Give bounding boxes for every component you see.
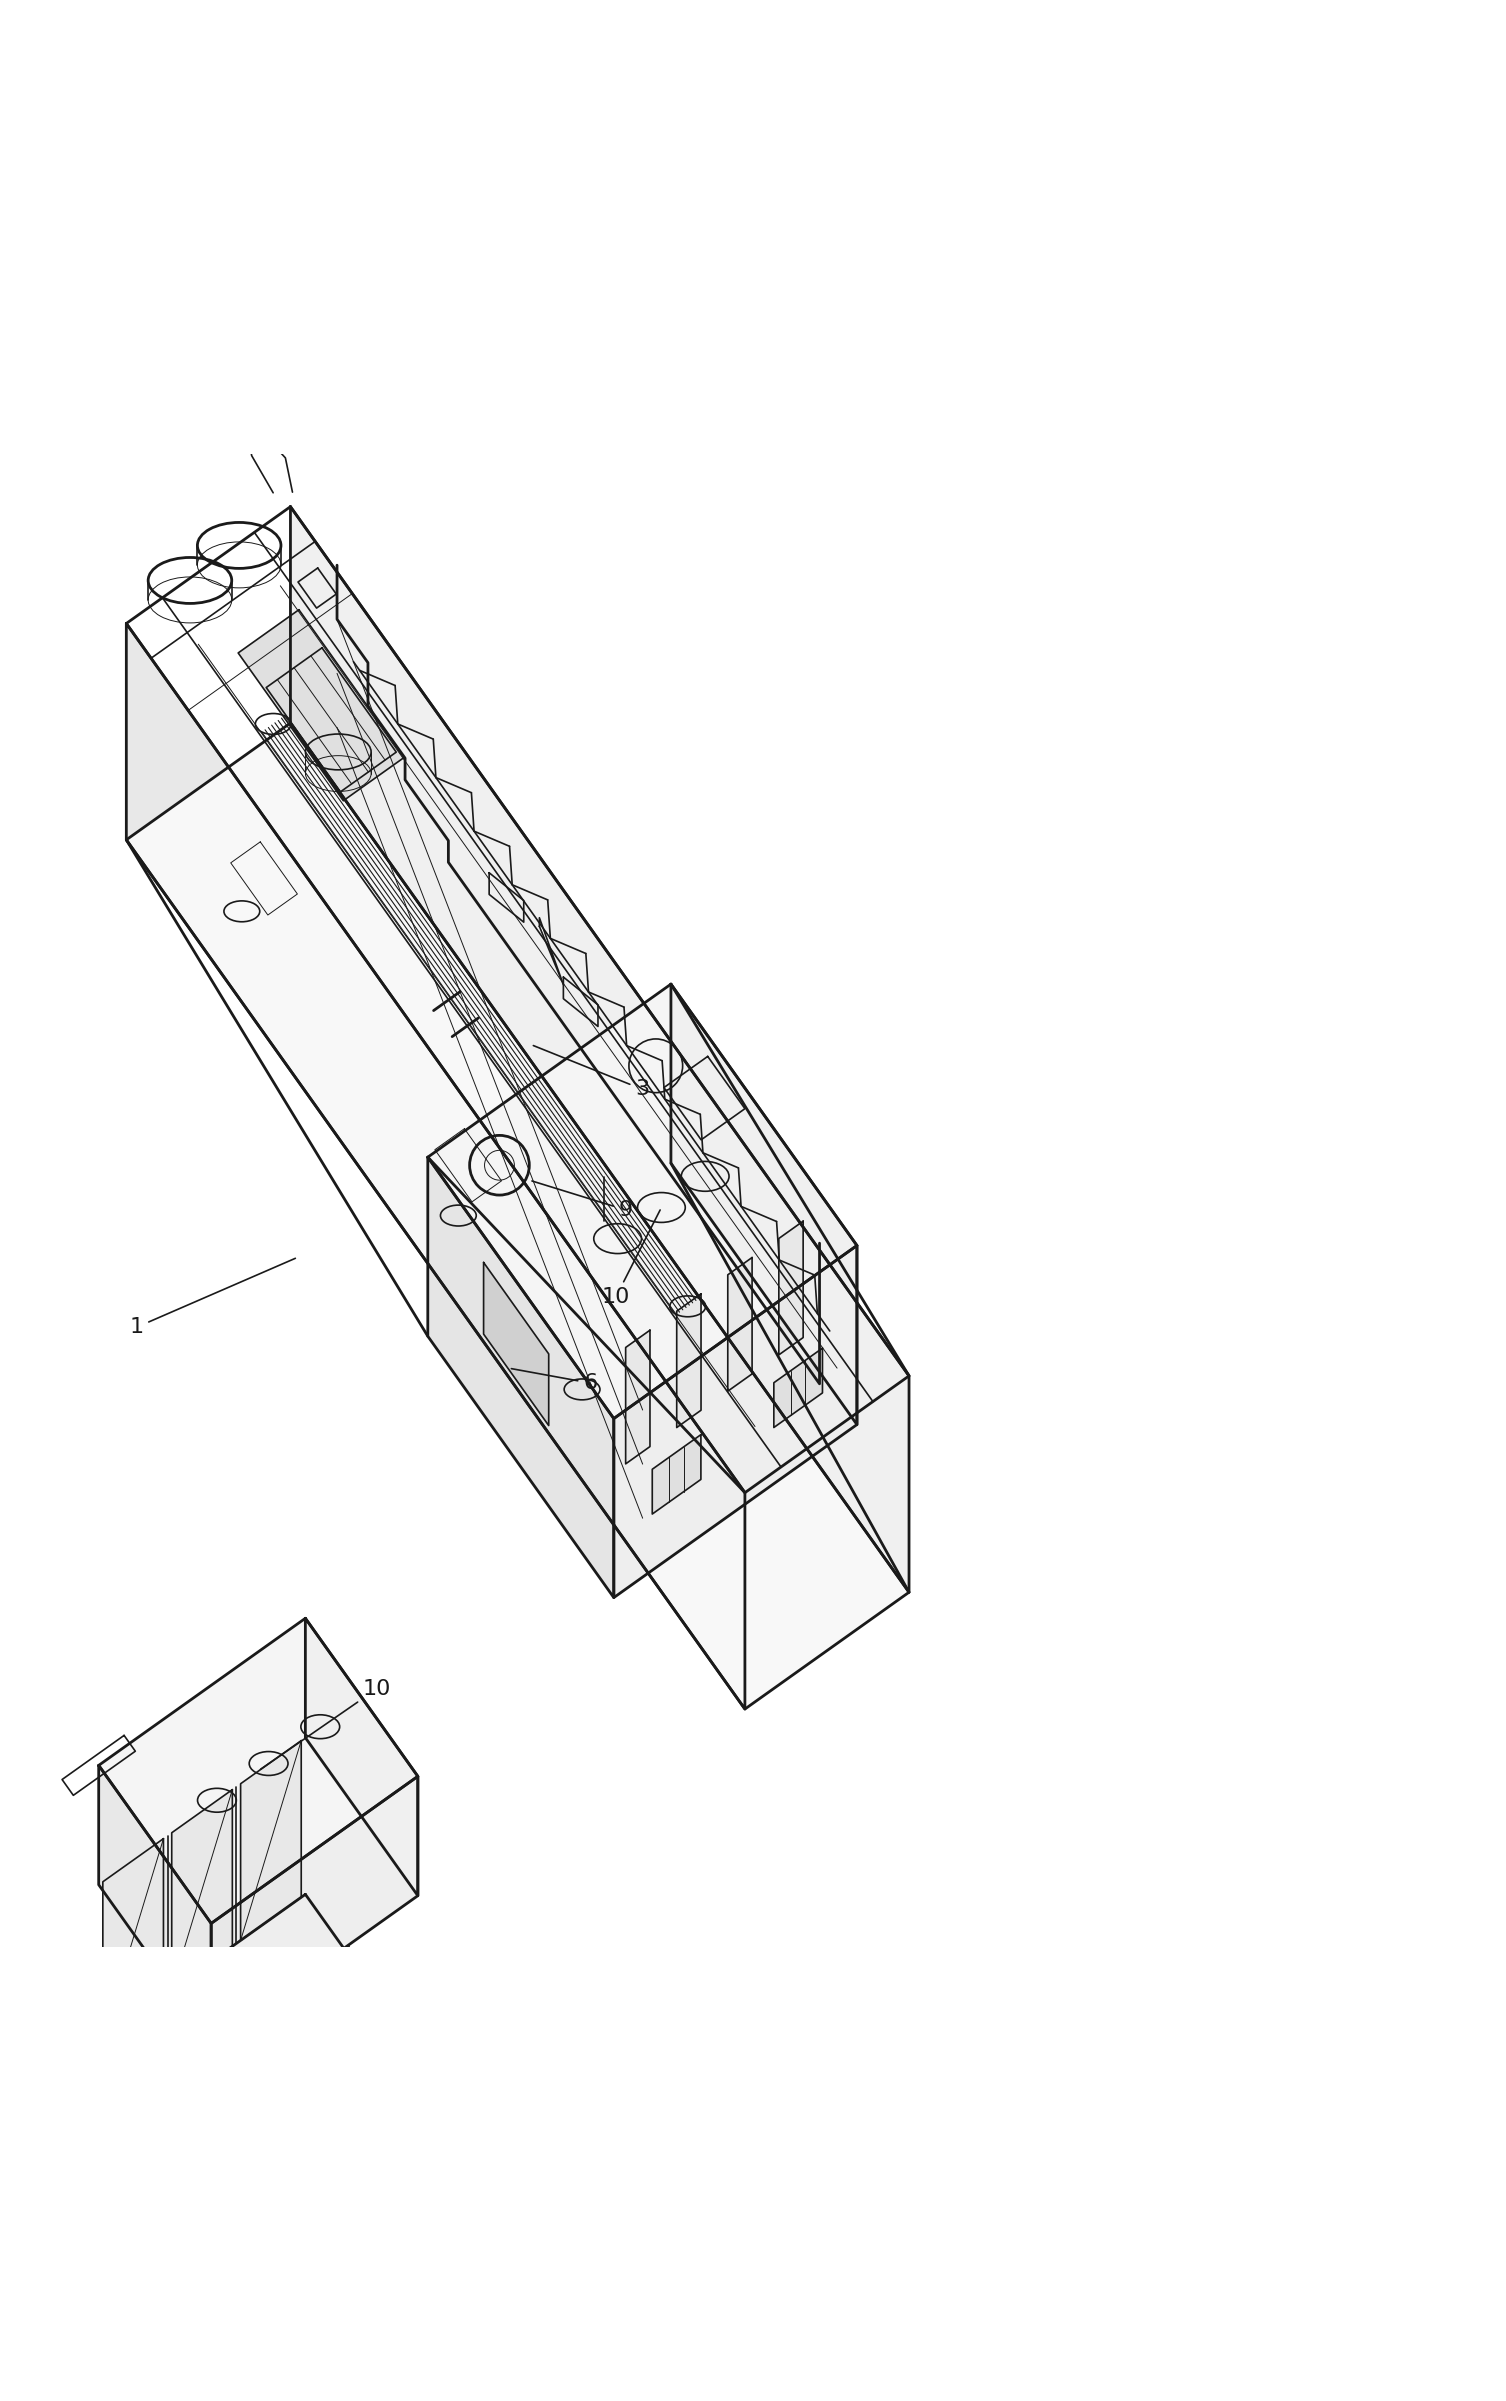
Polygon shape [539,917,563,984]
Polygon shape [676,1294,700,1429]
Polygon shape [727,1258,751,1390]
Polygon shape [291,507,910,1592]
Polygon shape [211,1777,417,2043]
Text: 3: 3 [533,1044,649,1100]
Text: 9: 9 [532,1181,633,1220]
Polygon shape [652,1436,700,1515]
Polygon shape [306,1618,417,1897]
Polygon shape [428,984,857,1419]
Polygon shape [99,1765,211,2043]
Polygon shape [779,1222,803,1354]
Text: 10: 10 [261,1678,392,1770]
Polygon shape [127,507,910,1493]
Text: 6: 6 [512,1369,598,1393]
Polygon shape [238,610,404,800]
Polygon shape [672,984,857,1424]
Polygon shape [127,723,910,1710]
Polygon shape [774,1347,822,1429]
Polygon shape [241,1741,301,1940]
Text: 10: 10 [602,1210,660,1306]
Polygon shape [127,624,745,1710]
Polygon shape [428,1157,614,1597]
Polygon shape [625,1330,651,1465]
Polygon shape [99,1618,417,1923]
Text: 1: 1 [130,1258,295,1337]
Polygon shape [614,1246,857,1597]
Polygon shape [483,1263,548,1426]
Polygon shape [172,1789,232,1990]
Polygon shape [102,1839,164,2038]
